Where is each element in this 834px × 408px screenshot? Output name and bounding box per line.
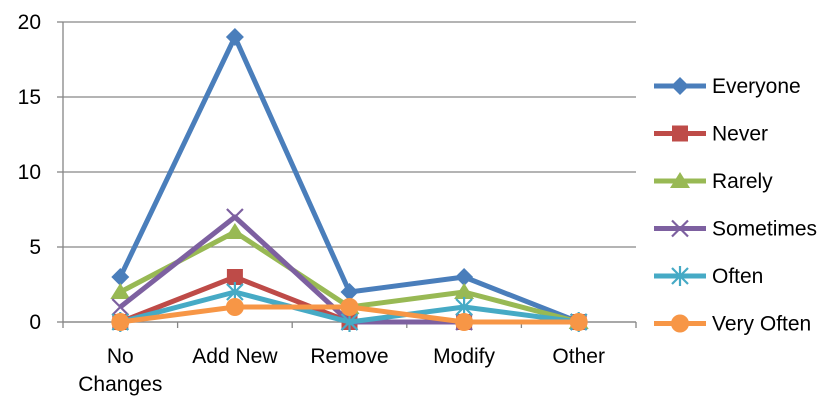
y-tick-label: 5 xyxy=(29,236,41,259)
data-point xyxy=(340,283,359,301)
legend-label: Sometimes xyxy=(712,218,817,241)
data-point xyxy=(225,28,244,46)
y-tick-label: 20 xyxy=(18,11,41,34)
x-tick-label: Modify xyxy=(433,345,495,368)
series-line xyxy=(118,34,580,325)
legend-marker xyxy=(671,314,689,333)
data-point xyxy=(455,313,474,331)
x-tick-label: Remove xyxy=(310,345,388,368)
data-point xyxy=(111,298,130,316)
legend-item: Never xyxy=(654,123,768,146)
legend: Everyone Never Rarely Sometimes Often Very Of… xyxy=(654,75,817,336)
x-tick-label: Other xyxy=(552,345,605,368)
data-point xyxy=(226,208,244,226)
legend-item: Everyone xyxy=(654,75,801,98)
series-very-often xyxy=(111,298,588,331)
legend-item: Sometimes xyxy=(654,218,817,241)
y-tick-label: 15 xyxy=(18,86,41,109)
y-tick-label: 10 xyxy=(18,161,41,184)
series-lines xyxy=(110,28,589,332)
data-point xyxy=(111,268,130,286)
data-point xyxy=(225,298,244,316)
legend-marker xyxy=(671,77,689,95)
data-point xyxy=(340,298,359,316)
legend-item: Very Often xyxy=(654,313,811,336)
series-everyone xyxy=(111,28,588,331)
legend-label: Often xyxy=(712,265,763,288)
data-point xyxy=(455,268,474,286)
x-tick-label: No xyxy=(107,345,134,368)
legend-label: Everyone xyxy=(712,75,801,98)
legend-marker xyxy=(671,266,689,286)
legend-label: Rarely xyxy=(712,170,773,193)
data-point xyxy=(454,283,475,299)
data-point xyxy=(111,313,130,331)
axes: 0 5 10 15 20 No Changes Add New Remove Modify Othe… xyxy=(18,11,637,396)
legend-marker xyxy=(672,125,688,142)
legend-marker xyxy=(671,219,689,238)
data-point xyxy=(226,269,243,285)
data-point xyxy=(224,223,245,239)
data-point xyxy=(569,313,588,331)
legend-label: Very Often xyxy=(712,313,811,336)
y-tick-label: 0 xyxy=(29,311,41,334)
legend-label: Never xyxy=(712,123,768,146)
legend-marker xyxy=(670,172,690,188)
legend-item: Often xyxy=(654,265,763,288)
x-tick-label: Changes xyxy=(78,373,162,396)
legend-item: Rarely xyxy=(654,170,773,193)
data-point xyxy=(110,283,131,299)
x-tick-label: Add New xyxy=(192,345,278,368)
